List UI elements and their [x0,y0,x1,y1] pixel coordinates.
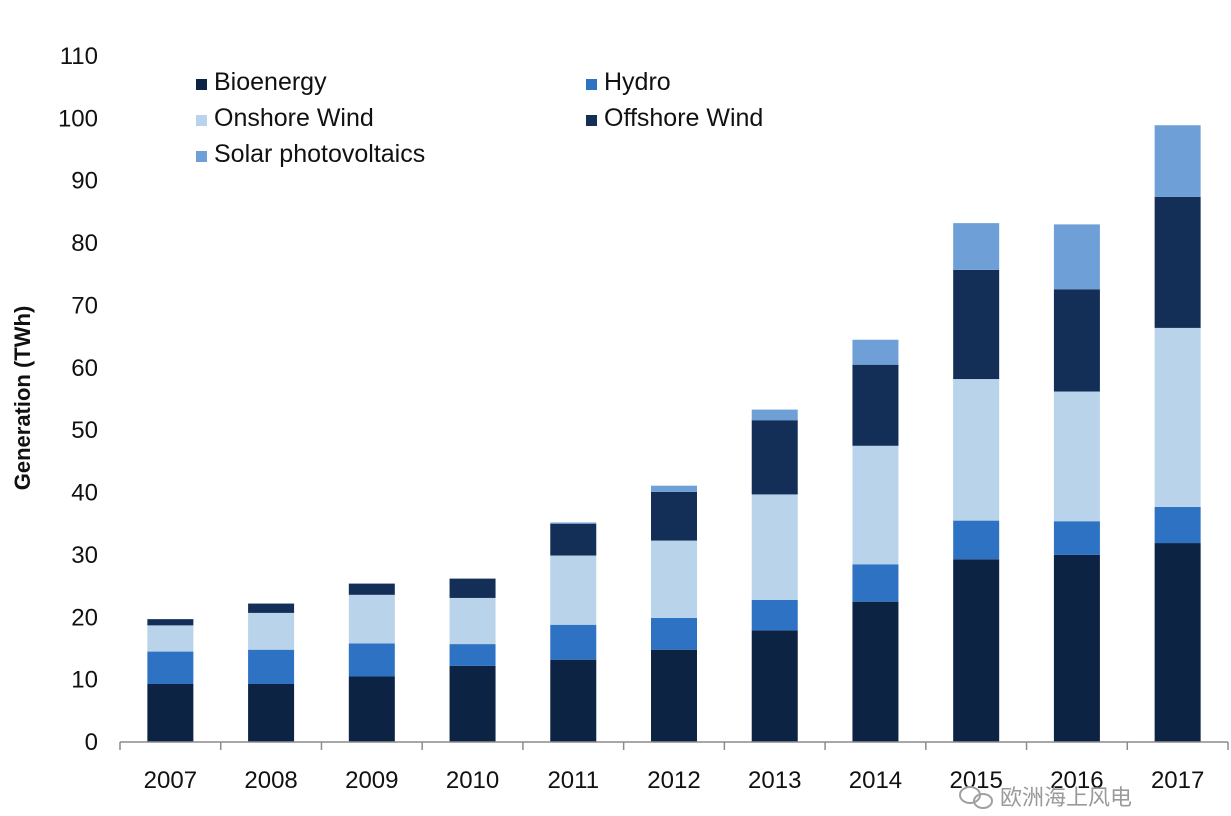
bar-segment-offshore-wind [147,619,193,625]
bar-segment-onshore-wind [550,556,596,625]
y-tick-label: 0 [85,729,98,756]
bar-segment-bioenergy [1054,555,1100,742]
y-tick-label: 100 [58,105,98,132]
bar-segment-onshore-wind [953,379,999,521]
bar-segment-onshore-wind [852,446,898,564]
bar-segment-offshore-wind [752,420,798,494]
bar-segment-bioenergy [349,677,395,742]
bar-segment-solar-photovoltaics [651,486,697,492]
bar-segment-bioenergy [852,602,898,742]
bar-segment-hydro [752,600,798,631]
legend-label: Hydro [604,68,671,96]
bar-segment-offshore-wind [1054,289,1100,391]
legend-swatch [196,79,207,90]
bar-segment-bioenergy [1155,543,1201,742]
bar-segment-onshore-wind [248,613,294,650]
bar-segment-solar-photovoltaics [852,340,898,365]
bar-segment-bioenergy [752,630,798,742]
x-tick-label: 2015 [949,767,1002,794]
bar-segment-solar-photovoltaics [752,410,798,421]
legend: Bioenergy Hydro Onshore Wind Offshore Wind S… [196,68,763,168]
x-tick-label: 2008 [244,767,297,794]
legend-swatch [586,79,597,90]
bar-segment-offshore-wind [550,524,596,556]
legend-label: Onshore Wind [214,104,374,132]
bar-segment-onshore-wind [752,494,798,599]
y-axis-label: Generation (TWh) [10,306,35,491]
bar-segment-onshore-wind [1054,392,1100,522]
y-tick-label: 110 [60,43,98,70]
bar-segment-hydro [550,625,596,660]
bar-segment-hydro [953,521,999,560]
legend-swatch [586,115,597,126]
bar-segment-hydro [450,644,496,666]
bar-segment-onshore-wind [651,541,697,618]
bar-segment-offshore-wind [248,604,294,613]
legend-swatch [196,115,207,126]
bar-segment-bioenergy [450,666,496,742]
bar-segment-hydro [248,650,294,684]
bar-segment-onshore-wind [349,595,395,644]
bar-segment-bioenergy [550,660,596,742]
x-tick-label: 2017 [1151,767,1204,794]
bar-segment-onshore-wind [1155,328,1201,507]
y-tick-label: 50 [71,417,98,444]
bar-segment-onshore-wind [147,625,193,651]
x-tick-label: 2014 [849,767,902,794]
bar-segment-onshore-wind [450,598,496,644]
y-tick-label: 20 [71,604,98,631]
bars [147,125,1200,742]
bar-segment-hydro [1155,507,1201,543]
y-tick-label: 10 [71,667,98,694]
bar-segment-solar-photovoltaics [1155,125,1201,197]
watermark-text: 欧洲海上风电 [1000,785,1132,810]
x-tick-label: 2013 [748,767,801,794]
legend-label: Bioenergy [214,68,327,96]
legend-label: Solar photovoltaics [214,140,425,168]
bar-segment-bioenergy [651,650,697,742]
y-tick-label: 40 [71,480,98,507]
y-axis-label-group: Generation (TWh) [10,306,35,491]
bar-segment-hydro [852,564,898,601]
bar-segment-offshore-wind [349,584,395,595]
y-tick-label: 30 [71,542,98,569]
x-tick-label: 2010 [446,767,499,794]
legend-label: Offshore Wind [604,104,763,132]
bar-segment-hydro [651,618,697,650]
bar-segment-solar-photovoltaics [953,223,999,270]
bar-segment-bioenergy [248,684,294,742]
y-tick-label: 60 [71,355,98,382]
y-tick-label: 70 [71,292,98,319]
bar-segment-offshore-wind [651,492,697,541]
bar-segment-offshore-wind [450,579,496,598]
x-tick-label: 2007 [144,767,197,794]
y-axis-ticks: 0 10 20 30 40 50 60 70 80 90 100 110 [58,43,98,756]
bar-segment-offshore-wind [953,270,999,379]
bar-segment-hydro [1054,521,1100,555]
bar-segment-offshore-wind [1155,197,1201,328]
bar-segment-solar-photovoltaics [1054,224,1100,289]
bar-segment-offshore-wind [852,365,898,446]
bar-segment-solar-photovoltaics [550,522,596,523]
x-tick-label: 2012 [647,767,700,794]
bar-segment-bioenergy [147,684,193,742]
y-tick-label: 90 [71,168,98,195]
bar-segment-hydro [349,643,395,676]
y-tick-label: 80 [71,230,98,257]
x-tick-label: 2011 [547,767,599,794]
bar-segment-hydro [147,652,193,684]
bar-segment-bioenergy [953,559,999,742]
legend-swatch [196,151,207,162]
x-tick-label: 2009 [345,767,398,794]
